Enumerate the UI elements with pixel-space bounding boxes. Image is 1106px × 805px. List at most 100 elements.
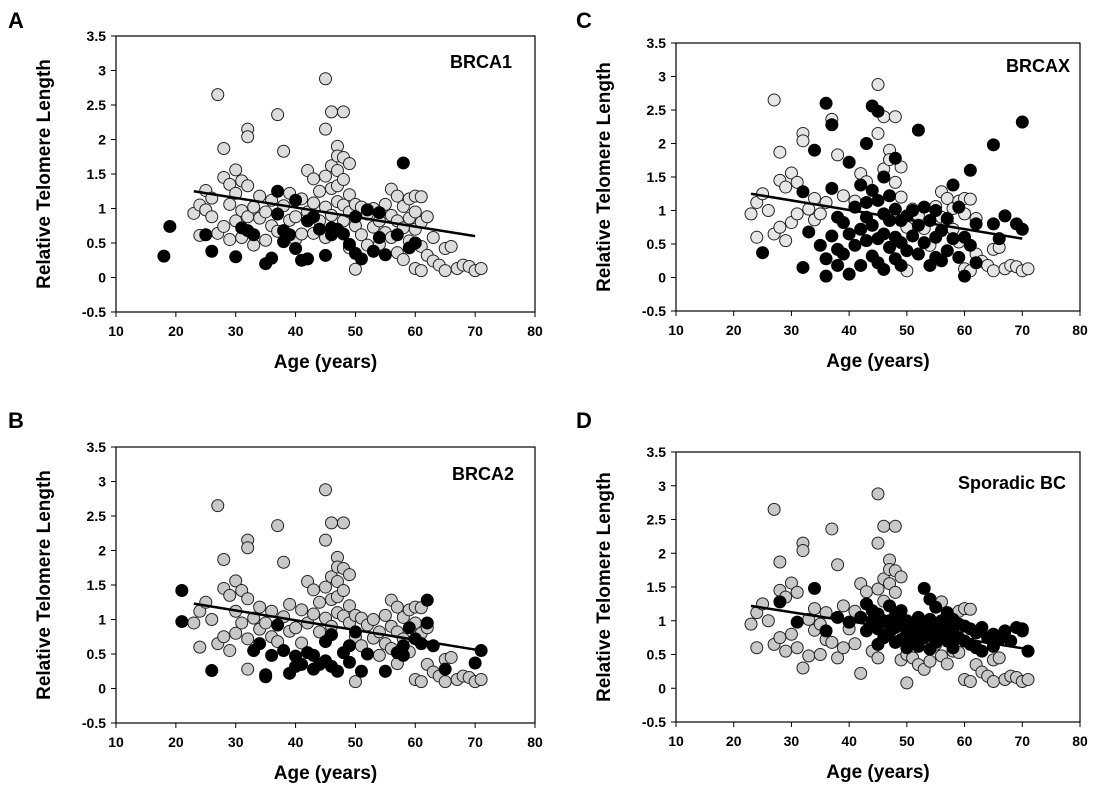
panel-d-gray-point xyxy=(796,661,810,675)
panel-c-black-point xyxy=(963,163,977,177)
panel-b-black-point xyxy=(354,664,368,678)
panel-a-gray-point xyxy=(289,210,303,224)
panel-d-x-tick-label: 10 xyxy=(668,733,684,749)
panel-d-black-point xyxy=(808,581,822,595)
panel-d-gray-point xyxy=(767,502,781,516)
panel-d-y-tick-label: 1.5 xyxy=(647,579,667,595)
panel-b-x-tick-label: 30 xyxy=(228,734,244,750)
panel-b-y-axis-title: Relative Telomere Length xyxy=(34,470,55,700)
panel-d-gray-point xyxy=(900,676,914,690)
panel-c-gray-point xyxy=(871,78,885,92)
panel-b-gray-point xyxy=(229,574,243,588)
panel-b-black-point xyxy=(175,584,189,598)
panel-c-trend-line xyxy=(750,192,1023,240)
panel-b-black-point xyxy=(277,644,291,658)
panel-d-gray-point xyxy=(963,675,977,688)
panel-b-black-point xyxy=(378,664,392,678)
panel-d-gray-point xyxy=(854,666,868,680)
panel-c-black-point xyxy=(958,269,972,283)
panel-a-gray-point xyxy=(307,172,321,186)
panel-a-black-point xyxy=(229,250,243,264)
panel-d-gray-point xyxy=(923,654,937,668)
panel-a-gray-point xyxy=(444,239,458,253)
panel-b-gray-point xyxy=(223,644,237,658)
panel-d-x-tick-label: 40 xyxy=(841,733,857,749)
panel-d-gray-point xyxy=(963,602,977,616)
panel-a-black-point xyxy=(271,207,285,221)
panel-a-gray-point xyxy=(336,173,350,187)
panel-c-black-point xyxy=(877,262,891,276)
panel-a-title: BRCA1 xyxy=(450,52,512,72)
panel-c-y-tick-label: 3.5 xyxy=(647,35,667,51)
panel-c-black-point xyxy=(986,138,1000,152)
panel-a-gray-point xyxy=(241,179,255,193)
panel-c-black-point xyxy=(911,247,925,261)
panel-b-gray-point xyxy=(241,632,255,646)
panel-b-black-point xyxy=(205,664,219,678)
panel-b-black-point xyxy=(295,657,309,671)
panel-a-gray-point xyxy=(319,169,332,183)
panel-a-black-point xyxy=(366,244,380,258)
panel-c-gray-point xyxy=(813,207,827,221)
panel-d-gray-point xyxy=(825,522,839,536)
panel-d: D -0.5 0 0.5 1 1.5 2 2.5 3 3.5 10 20 30 40 50 60 70 80 Age… xyxy=(576,408,1088,783)
panel-c-black-point xyxy=(877,170,891,184)
panel-a-gray-point xyxy=(319,122,332,136)
panel-b-gray-point xyxy=(319,533,332,547)
panel-c-black-point xyxy=(963,238,977,252)
panel-a-gray-point xyxy=(277,144,291,158)
panel-c-gray-point xyxy=(831,148,845,162)
panel-c-x-tick-label: 40 xyxy=(841,322,857,338)
panel-a-black-point xyxy=(289,242,303,256)
panel-d-black-point xyxy=(883,599,897,613)
panel-b-gray-point xyxy=(193,640,207,654)
panel-a-y-tick-label: 1.5 xyxy=(87,166,107,182)
panel-c-black-point xyxy=(917,200,931,214)
panel-c-y-tick-label: 2.5 xyxy=(647,102,667,118)
panel-b-gray-point xyxy=(390,600,404,614)
panel-b-x-tick-label: 40 xyxy=(288,734,304,750)
panel-a-gray-point xyxy=(223,197,237,211)
panel-a-black-point xyxy=(324,221,338,235)
panel-c-black-point xyxy=(859,234,873,248)
panel-c-black-point xyxy=(1015,115,1029,129)
panel-a-y-tick-label: 2 xyxy=(98,132,106,148)
panel-d-gray-point xyxy=(784,627,798,641)
panel-b-gray-point xyxy=(444,650,458,664)
panel-a-gray-point xyxy=(259,205,273,219)
panel-c-black-point xyxy=(854,258,868,272)
panel-c-black-point xyxy=(819,96,833,110)
panel-c-black-point xyxy=(911,123,925,137)
panel-b-gray-point xyxy=(313,625,327,639)
panel-d-gray-point xyxy=(986,675,1000,688)
panel-d-x-tick-label: 70 xyxy=(1014,733,1030,749)
panel-a-black-point xyxy=(372,206,386,220)
panel-c-black-point xyxy=(883,240,897,254)
panel-c: C -0.5 0 0.5 1 1.5 2 2.5 3 3.5 10 20 30 40 50 60 70 80 Age… xyxy=(576,8,1088,372)
panel-d-black-point xyxy=(790,615,804,629)
panel-a-x-tick-label: 30 xyxy=(228,323,244,339)
panel-d-gray-point xyxy=(836,641,850,655)
panel-d-gray-point xyxy=(871,487,885,501)
panel-a-gray-point xyxy=(307,196,321,210)
panel-a-gray-point xyxy=(205,210,219,224)
panel-d-y-tick-label: 3 xyxy=(658,478,666,494)
panel-c-black-point xyxy=(796,260,810,274)
panel-c-y-tick-label: 0.5 xyxy=(647,236,667,252)
panel-c-black-point xyxy=(946,178,960,192)
panel-c-black-point xyxy=(952,200,966,214)
panel-b-black-point xyxy=(420,593,434,607)
panel-b-gray-point xyxy=(438,675,452,689)
panel-a-y-tick-label: -0.5 xyxy=(82,304,106,320)
panel-b-gray-point xyxy=(307,607,321,621)
panel-c-x-tick-label: 60 xyxy=(957,322,973,338)
panel-a-black-point xyxy=(271,184,285,198)
panel-c-black-point xyxy=(802,225,816,239)
panel-c-black-point xyxy=(842,227,856,241)
panel-c-black-point xyxy=(894,258,908,272)
panel-a-x-tick-label: 60 xyxy=(407,323,423,339)
panel-b-gray-point xyxy=(223,588,237,602)
panel-c-y-tick-label: 1 xyxy=(658,203,666,219)
panel-c-x-tick-label: 10 xyxy=(668,322,684,338)
panel-b: B -0.5 0 0.5 1 1.5 2 2.5 3 3.5 10 20 30 40 50 60 70 80 Age… xyxy=(8,408,543,784)
